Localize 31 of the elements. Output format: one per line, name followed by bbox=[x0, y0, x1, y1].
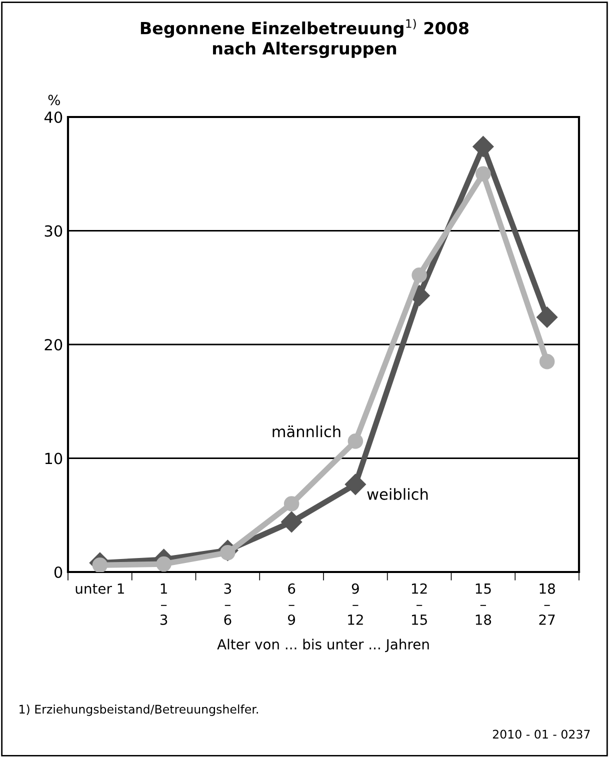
point bbox=[412, 267, 427, 283]
y-tick-label: 30 bbox=[44, 225, 62, 237]
x-tick-label: 1 – 3 bbox=[160, 584, 168, 625]
y-tick-label: 10 bbox=[45, 452, 62, 464]
point bbox=[536, 306, 558, 328]
series-label: männlich bbox=[272, 425, 340, 438]
y-axis-title: % bbox=[48, 94, 60, 106]
x-tick-label: 15 – 18 bbox=[476, 584, 492, 625]
x-tick-label: 6 – 9 bbox=[288, 583, 296, 625]
y-tick-label: 0 bbox=[54, 566, 62, 578]
series-label: weiblich bbox=[367, 488, 428, 500]
point bbox=[348, 434, 364, 449]
point bbox=[284, 496, 300, 512]
point bbox=[539, 354, 555, 370]
point bbox=[156, 556, 172, 572]
point bbox=[92, 558, 108, 572]
y-tick-label: 20 bbox=[44, 338, 62, 351]
y-tick-label: 40 bbox=[44, 111, 62, 124]
text: 2010 - 01 - 0237 bbox=[492, 730, 590, 739]
chart-title: Begonnene Einzelbetreuung$^{1)}$ 2008 nach Altersgruppen bbox=[140, 18, 468, 58]
point bbox=[472, 136, 494, 158]
x-tick-label: 3 – 6 bbox=[224, 583, 232, 625]
x-axis-title: Alter von ... bis unter ... Jahren bbox=[217, 638, 429, 652]
x-tick-label: unter 1 bbox=[76, 584, 124, 594]
point bbox=[476, 166, 491, 182]
text: 1) Erziehungsbeistand/Betreuungshelfer. bbox=[20, 704, 258, 716]
point bbox=[281, 511, 302, 532]
x-tick-label: 18 – 27 bbox=[539, 583, 555, 625]
x-tick-label: 9 – 12 bbox=[348, 583, 363, 625]
x-tick-label: 12 – 15 bbox=[412, 583, 427, 625]
point bbox=[344, 474, 366, 495]
